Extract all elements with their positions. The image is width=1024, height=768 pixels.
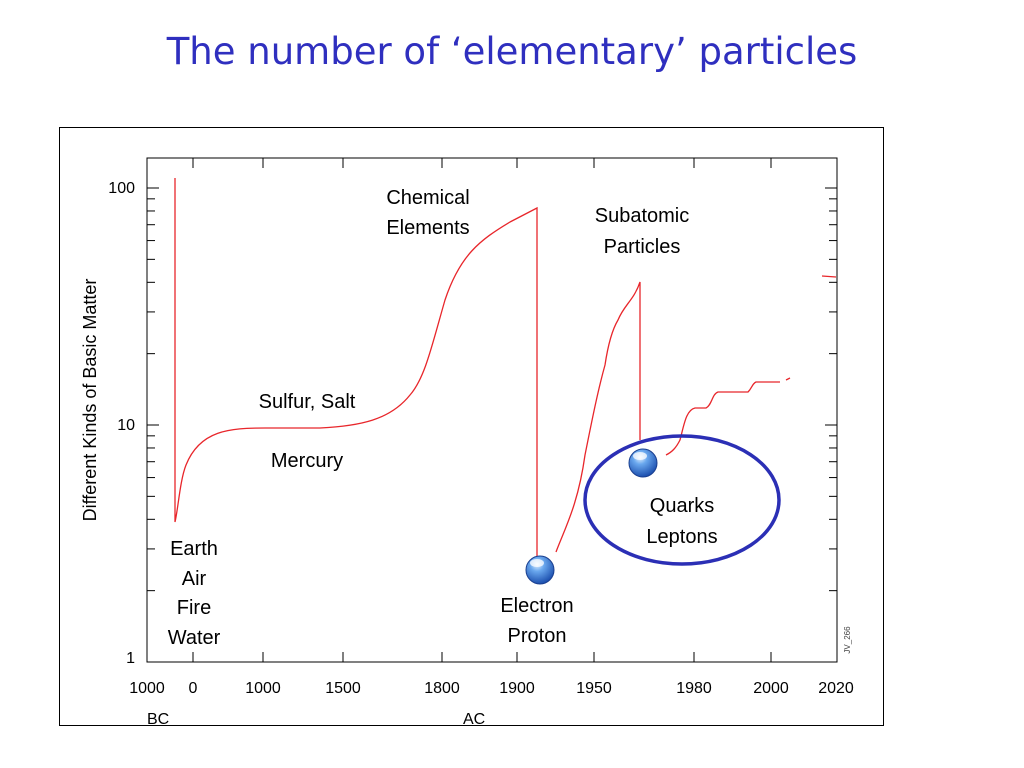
annotation-quarks: Quarks [650, 495, 714, 517]
annotation-elements: Elements [386, 217, 469, 239]
x-tick-label: 1900 [499, 680, 535, 697]
x-tick-label: 1000 [245, 680, 281, 697]
x-tick-label: 1000 [129, 680, 165, 697]
series-line [174, 178, 837, 572]
era-label-ac: AC [463, 711, 485, 728]
y-tick-label-10: 10 [117, 417, 135, 434]
annotation-leptons: Leptons [646, 526, 717, 548]
x-tick-label: 2020 [818, 680, 854, 697]
x-tick-label: 1980 [676, 680, 712, 697]
slide-title: The number of ‘elementary’ particles [166, 30, 858, 73]
y-tick-label-1: 1 [126, 650, 135, 667]
annotation-air: Air [182, 568, 207, 590]
marker-electron-proton [525, 555, 555, 585]
x-tick-label: 0 [189, 680, 198, 697]
plot-area [146, 157, 838, 663]
annotation-earth: Earth [170, 538, 218, 560]
y-tick-label-100: 100 [108, 180, 135, 197]
era-label-bc: BC [147, 711, 169, 728]
annotation-fire: Fire [177, 597, 211, 619]
x-tick-label: 1500 [325, 680, 361, 697]
x-tick-label: 1800 [424, 680, 460, 697]
highlight-ellipse [583, 434, 781, 566]
annotation-mercury: Mercury [271, 450, 343, 472]
annotation-sulfur-salt: Sulfur, Salt [259, 391, 356, 413]
annotation-electron: Electron [500, 595, 573, 617]
annotation-water: Water [168, 627, 221, 649]
watermark: JV_266 [843, 626, 852, 654]
annotation-subatomic: Subatomic [595, 205, 690, 227]
marker-quarks-leptons [628, 448, 658, 478]
axis-ticks [147, 158, 837, 663]
x-tick-label: 1950 [576, 680, 612, 697]
x-tick-label: 2000 [753, 680, 789, 697]
figure-frame [59, 127, 884, 726]
annotation-proton: Proton [508, 625, 567, 647]
annotation-particles: Particles [604, 236, 681, 258]
y-axis-label: Different Kinds of Basic Matter [80, 279, 100, 522]
annotation-chemical: Chemical [386, 187, 469, 209]
